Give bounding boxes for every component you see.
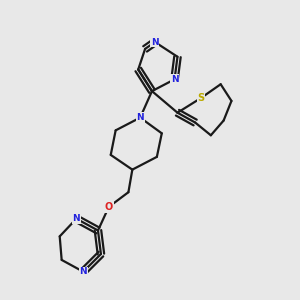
Text: N: N [171,75,178,84]
Text: S: S [197,93,205,103]
Text: N: N [151,38,159,46]
Text: N: N [73,214,80,223]
Text: O: O [105,202,113,212]
Text: N: N [80,267,87,276]
Text: N: N [136,113,144,122]
